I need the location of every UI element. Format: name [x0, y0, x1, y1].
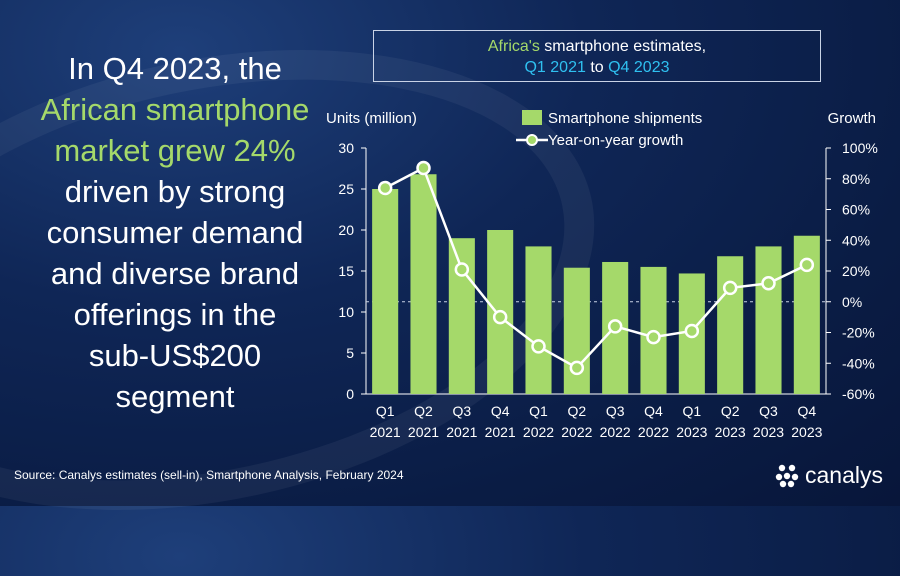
x-tick-year: 2023 [791, 424, 822, 440]
left-tick-label: 25 [338, 181, 354, 197]
headline-line: and diverse brand [50, 256, 300, 291]
title-end-period: Q4 2023 [608, 59, 670, 76]
x-tick-year: 2023 [715, 424, 746, 440]
x-tick-quarter: Q1 [376, 403, 395, 419]
x-tick-quarter: Q3 [452, 403, 471, 419]
right-tick-label: -20% [842, 325, 875, 341]
shipment-bar [525, 246, 552, 394]
growth-point [531, 339, 546, 354]
left-tick-label: 15 [338, 263, 354, 279]
shipment-bar [410, 174, 437, 394]
brand-name: canalys [805, 461, 883, 488]
growth-point [607, 319, 623, 334]
right-tick-label: 20% [842, 263, 870, 279]
left-tick-label: 0 [346, 386, 354, 402]
headline-line: segment [115, 379, 235, 414]
x-tick-year: 2021 [408, 424, 439, 440]
growth-line [384, 166, 808, 370]
x-tick-year: 2022 [561, 424, 592, 440]
headline-line-highlight: market grew 24% [54, 133, 296, 168]
title-text: smartphone estimates, [539, 38, 707, 55]
x-tick-quarter: Q4 [797, 403, 816, 419]
x-tick-quarter: Q3 [759, 403, 778, 419]
left-tick-label: 20 [338, 222, 354, 238]
canalys-logo-icon [775, 464, 799, 488]
shipment-bar [372, 189, 399, 394]
x-tick-quarter: Q4 [491, 403, 510, 419]
growth-point [722, 280, 738, 296]
left-tick-label: 5 [346, 345, 354, 361]
right-tick-label: 80% [842, 171, 870, 187]
x-tick-year: 2022 [600, 424, 631, 440]
growth-point [684, 323, 700, 339]
growth-point [454, 262, 470, 277]
legend-bar-label: Smartphone shipments [548, 110, 702, 127]
left-tick-label: 10 [338, 304, 354, 320]
title-start-period: Q1 2021 [524, 59, 586, 76]
right-tick-label: -40% [842, 355, 875, 371]
headline-line-highlight: African smartphone [40, 92, 310, 127]
right-tick-label: 0% [842, 294, 862, 310]
right-tick-label: 40% [842, 232, 870, 248]
x-tick-quarter: Q3 [606, 403, 625, 419]
source-note: Source: Canalys estimates (sell-in), Sma… [14, 468, 404, 482]
growth-point [761, 276, 776, 291]
headline-line: driven by strong [64, 174, 286, 209]
title-connector: to [585, 59, 609, 76]
right-tick-label: -60% [842, 386, 875, 402]
x-tick-quarter: Q1 [682, 403, 701, 419]
chart-title-box: Africa's smartphone estimates, Q1 2021 t… [373, 30, 821, 82]
headline-line: sub-US$200 [88, 338, 262, 373]
x-tick-year: 2021 [485, 424, 516, 440]
right-axis-title: Growth [828, 110, 876, 127]
x-tick-year: 2022 [638, 424, 669, 440]
combo-chart: 0 5 10 15 20 25 30 -60% -40% -20% 0% 20% 40% 60% 80% 10… [326, 110, 878, 440]
x-tick-year: 2021 [446, 424, 477, 440]
x-tick-quarter: Q4 [644, 403, 663, 419]
growth-point [416, 160, 431, 176]
legend-line-marker [526, 134, 538, 146]
x-tick-year: 2022 [523, 424, 554, 440]
x-tick-quarter: Q2 [721, 403, 740, 419]
growth-point [646, 329, 661, 345]
headline-line: consumer demand [46, 215, 304, 250]
x-tick-quarter: Q2 [414, 403, 433, 419]
headline-line: In Q4 2023, the [68, 51, 282, 86]
x-tick-year: 2023 [676, 424, 707, 440]
left-axis-title: Units (million) [326, 110, 417, 127]
x-tick-year: 2023 [753, 424, 784, 440]
shipment-bar [755, 246, 782, 394]
x-tick-year: 2021 [370, 424, 401, 440]
left-tick-label: 30 [338, 140, 354, 156]
title-region: Africa's [487, 38, 540, 55]
growth-point [492, 309, 508, 325]
right-tick-label: 60% [842, 202, 870, 218]
legend-bar-swatch [522, 110, 542, 125]
shipment-bar [448, 238, 475, 394]
right-tick-label: 100% [842, 140, 878, 156]
shipment-bar [717, 256, 744, 394]
headline-line: offerings in the [73, 297, 277, 332]
growth-point [377, 180, 393, 196]
x-tick-quarter: Q2 [567, 403, 586, 419]
brand-logo: canalys [774, 461, 883, 489]
x-tick-quarter: Q1 [529, 403, 548, 419]
growth-point [569, 360, 585, 376]
growth-point [799, 257, 815, 273]
legend-line-label: Year-on-year growth [548, 132, 683, 149]
headline-text: In Q4 2023, the African smartphone marke… [10, 48, 340, 417]
